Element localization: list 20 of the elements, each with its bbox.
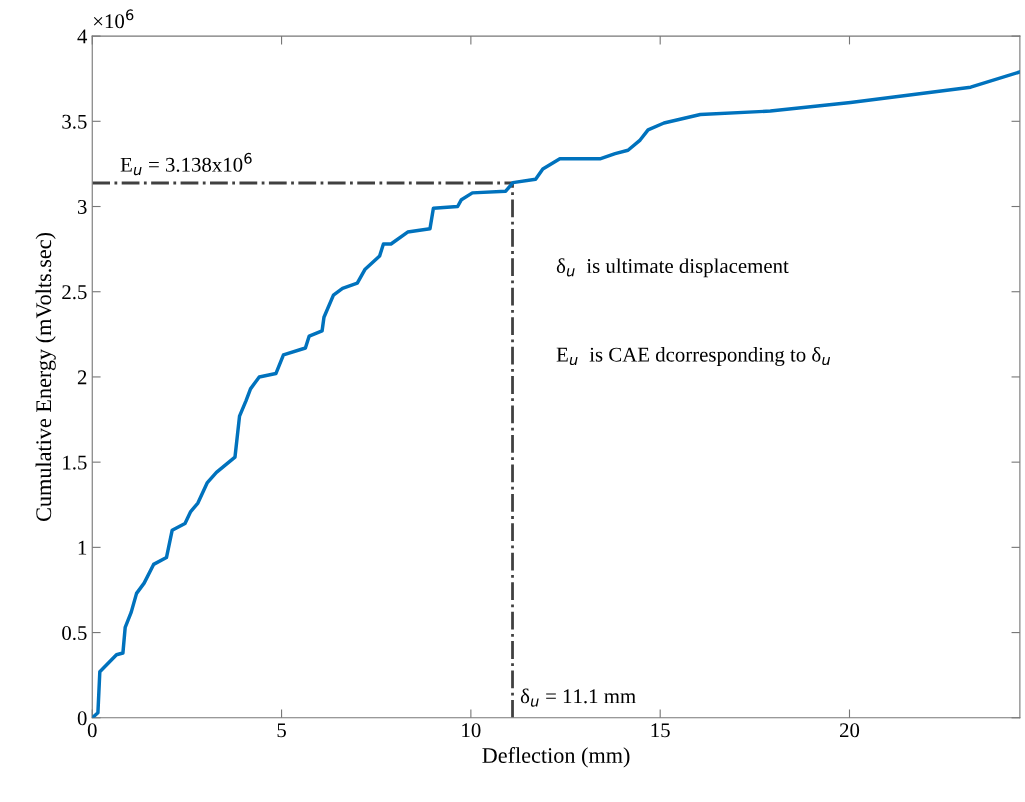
x-tick-label: 10 bbox=[462, 723, 481, 738]
y-tick-label: 0.5 bbox=[62, 625, 87, 641]
y-tick-label: 3.5 bbox=[62, 114, 87, 129]
y-tick-label: 4 bbox=[77, 29, 88, 44]
y-tick-label: 2 bbox=[77, 370, 87, 385]
ref-line-label: E$_{u}$ = 3.138x10$^{6}$ bbox=[120, 152, 252, 176]
y-tick-label: 1.5 bbox=[63, 455, 87, 470]
y-axis-title: Cumulative Energy (mVolts.sec) bbox=[35, 232, 56, 521]
text: ×10$^{6}$ bbox=[93, 9, 134, 29]
ref-line-label: δ$_{u}$ = 11.1 mm bbox=[520, 688, 636, 707]
x-tick-label: 15 bbox=[651, 723, 670, 738]
annotation: E$_{u}$ is CAE dcorresponding to δ$_{u}$ bbox=[556, 346, 831, 366]
annotation: δ$_{u}$ is ultimate displacement bbox=[556, 258, 789, 278]
y-tick-label: 2.5 bbox=[62, 285, 87, 300]
x-tick-label: 5 bbox=[277, 723, 286, 738]
x-axis-title: Deflection (mm) bbox=[482, 747, 630, 768]
y-tick-label: 1 bbox=[78, 540, 87, 555]
y-tick-label: 0 bbox=[77, 711, 87, 726]
x-tick-label: 20 bbox=[839, 723, 860, 738]
y-tick-label: 3 bbox=[77, 199, 87, 214]
